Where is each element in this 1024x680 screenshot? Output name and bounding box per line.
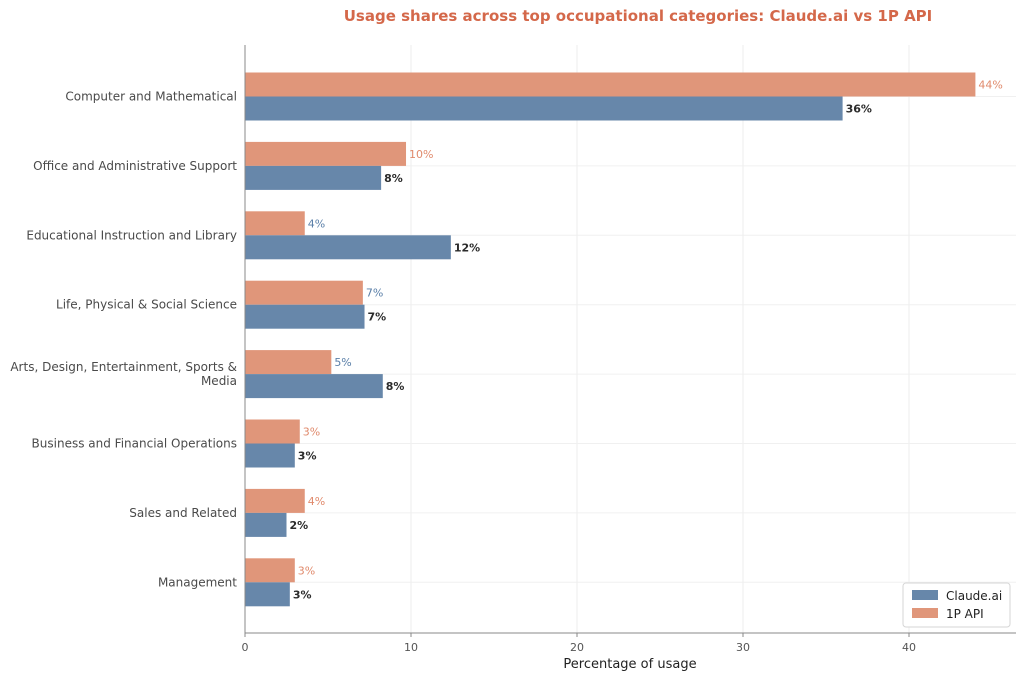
x-axis: 0 10 20 30 40 bbox=[242, 45, 1016, 654]
bar-1p-api bbox=[245, 488, 305, 513]
bar-claude-ai bbox=[245, 304, 365, 329]
bar-claude-ai bbox=[245, 512, 287, 537]
chart-title: Usage shares across top occupational cat… bbox=[344, 7, 933, 25]
grid-lines bbox=[245, 45, 1016, 633]
bar-1p-api bbox=[245, 280, 363, 305]
category-label: Sales and Related bbox=[129, 506, 237, 520]
value-label-claude-ai: 36% bbox=[846, 103, 872, 116]
x-axis-title: Percentage of usage bbox=[563, 657, 696, 672]
category-label: Office and Administrative Support bbox=[33, 159, 237, 173]
value-label-claude-ai: 8% bbox=[386, 380, 405, 393]
category-label: Management bbox=[158, 575, 237, 589]
value-label-1p-api: 4% bbox=[308, 217, 325, 230]
bars bbox=[245, 72, 976, 607]
value-label-1p-api: 10% bbox=[409, 148, 433, 161]
x-tick-label: 0 bbox=[242, 641, 249, 654]
legend-swatch bbox=[912, 590, 938, 600]
legend: Claude.ai 1P API bbox=[902, 582, 1011, 628]
value-label-claude-ai: 3% bbox=[293, 588, 312, 601]
value-label-claude-ai: 2% bbox=[290, 519, 309, 532]
category-label: Business and Financial Operations bbox=[32, 437, 237, 451]
bar-1p-api bbox=[245, 141, 407, 166]
value-label-claude-ai: 12% bbox=[454, 241, 480, 254]
value-label-1p-api: 3% bbox=[303, 426, 320, 439]
bar-claude-ai bbox=[245, 582, 290, 607]
category-label: Life, Physical & Social Science bbox=[56, 298, 237, 312]
category-labels: Computer and Mathematical Office and Admi… bbox=[10, 90, 237, 590]
value-label-1p-api: 3% bbox=[298, 564, 315, 577]
bar-claude-ai bbox=[245, 165, 382, 190]
x-tick-label: 30 bbox=[736, 641, 750, 654]
category-label: Computer and Mathematical bbox=[65, 90, 237, 104]
x-tick-label: 40 bbox=[902, 641, 916, 654]
bar-claude-ai bbox=[245, 443, 295, 468]
value-label-1p-api: 44% bbox=[978, 79, 1002, 92]
value-label-claude-ai: 7% bbox=[368, 311, 387, 324]
bar-claude-ai bbox=[245, 374, 383, 399]
value-label-1p-api: 5% bbox=[334, 356, 351, 369]
bar-claude-ai bbox=[245, 96, 843, 121]
value-label-1p-api: 7% bbox=[366, 287, 383, 300]
bar-1p-api bbox=[245, 558, 295, 583]
value-label-1p-api: 4% bbox=[308, 495, 325, 508]
bar-1p-api bbox=[245, 350, 332, 375]
bar-1p-api bbox=[245, 419, 300, 444]
x-tick-label: 20 bbox=[570, 641, 584, 654]
legend-label: 1P API bbox=[946, 607, 984, 621]
x-tick-label: 10 bbox=[404, 641, 418, 654]
value-label-claude-ai: 3% bbox=[298, 450, 317, 463]
category-label: Educational Instruction and Library bbox=[26, 228, 237, 242]
value-label-claude-ai: 8% bbox=[384, 172, 403, 185]
category-label: Arts, Design, Entertainment, Sports & Med… bbox=[10, 360, 237, 388]
value-labels: 44% 36% 10% 8% 4% 12% 7% 7% 5% 8% 3% 3% 4% 2% 3% 3% bbox=[290, 79, 1003, 602]
bar-1p-api bbox=[245, 72, 976, 97]
legend-swatch bbox=[912, 608, 938, 618]
legend-label: Claude.ai bbox=[946, 589, 1002, 603]
bar-claude-ai bbox=[245, 235, 451, 260]
bar-1p-api bbox=[245, 211, 305, 236]
